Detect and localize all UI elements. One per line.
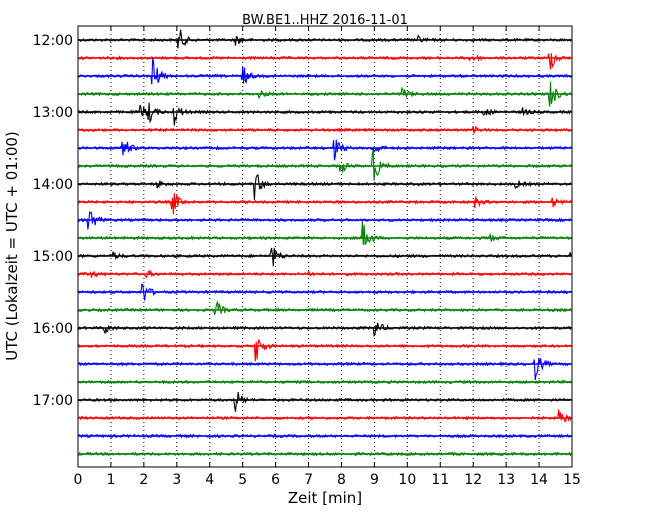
x-tick-label: 7 <box>304 472 313 488</box>
trace-1345 <box>77 150 572 181</box>
y-tick-label: 12:00 <box>33 33 73 49</box>
trace-1400 <box>77 173 572 200</box>
trace-1415 <box>77 193 572 215</box>
trace-1300 <box>77 102 572 126</box>
x-tick-label: 14 <box>530 472 548 488</box>
y-tick-label: 13:00 <box>33 105 73 121</box>
vertical-grid <box>110 26 540 467</box>
trace-waveform <box>77 102 572 126</box>
trace-waveform <box>77 357 572 381</box>
x-tick-label: 3 <box>172 472 181 488</box>
trace-1230 <box>77 57 572 85</box>
trace-waveform <box>77 57 572 85</box>
trace-1515 <box>77 269 572 279</box>
x-tick-label: 2 <box>139 472 148 488</box>
x-tick-label: 13 <box>497 472 515 488</box>
y-axis-label: UTC (Lokalzeit = UTC + 01:00) <box>3 131 21 361</box>
trace-waveform <box>77 392 572 412</box>
trace-1315 <box>77 125 572 134</box>
x-tick-label: 8 <box>337 472 346 488</box>
trace-1530 <box>77 283 572 301</box>
trace-waveform <box>77 339 572 362</box>
y-tick-label: 16:00 <box>33 321 73 337</box>
trace-waveform <box>77 139 572 161</box>
x-tick-label: 11 <box>431 472 449 488</box>
trace-1445 <box>77 221 572 246</box>
x-axis-label: Zeit [min] <box>288 489 362 507</box>
seismic-traces <box>77 29 572 457</box>
x-tick-label: 15 <box>563 472 581 488</box>
trace-1215 <box>77 53 572 70</box>
trace-1545 <box>77 300 572 315</box>
trace-waveform <box>77 221 572 246</box>
trace-1645 <box>77 379 572 385</box>
x-tick-label: 6 <box>271 472 280 488</box>
x-tick-label: 10 <box>398 472 416 488</box>
trace-waveform <box>77 193 572 215</box>
trace-waveform <box>77 322 572 338</box>
x-tick-label: 9 <box>370 472 379 488</box>
trace-1330 <box>77 139 572 161</box>
trace-1730 <box>77 433 572 439</box>
trace-waveform <box>77 173 572 200</box>
trace-1600 <box>77 322 572 338</box>
y-tick-label: 15:00 <box>33 249 73 265</box>
trace-1245 <box>77 81 572 107</box>
x-tick-label: 1 <box>106 472 115 488</box>
y-tick-label: 17:00 <box>33 393 73 409</box>
y-tick-label: 14:00 <box>33 177 73 193</box>
trace-1745 <box>77 451 572 457</box>
trace-1700 <box>77 392 572 412</box>
chart-title: BW.BE1..HHZ 2016-11-01 <box>242 13 408 28</box>
trace-waveform <box>77 300 572 315</box>
trace-waveform <box>77 409 572 423</box>
axis-ticks: 0 1 2 3 4 5 6 7 8 9 10 11 12 13 14 1512:0013:0014:0015:… <box>33 26 581 488</box>
x-tick-label: 5 <box>238 472 247 488</box>
trace-1500 <box>77 247 572 267</box>
plot-frame <box>77 25 573 468</box>
x-tick-label: 12 <box>464 472 482 488</box>
trace-waveform <box>77 29 572 49</box>
trace-1430 <box>77 210 572 230</box>
trace-1615 <box>77 339 572 362</box>
trace-1630 <box>77 357 572 381</box>
trace-1200 <box>77 29 572 49</box>
x-tick-label: 4 <box>205 472 214 488</box>
x-tick-label: 0 <box>74 472 83 488</box>
trace-1715 <box>77 409 572 423</box>
trace-waveform <box>77 247 572 267</box>
